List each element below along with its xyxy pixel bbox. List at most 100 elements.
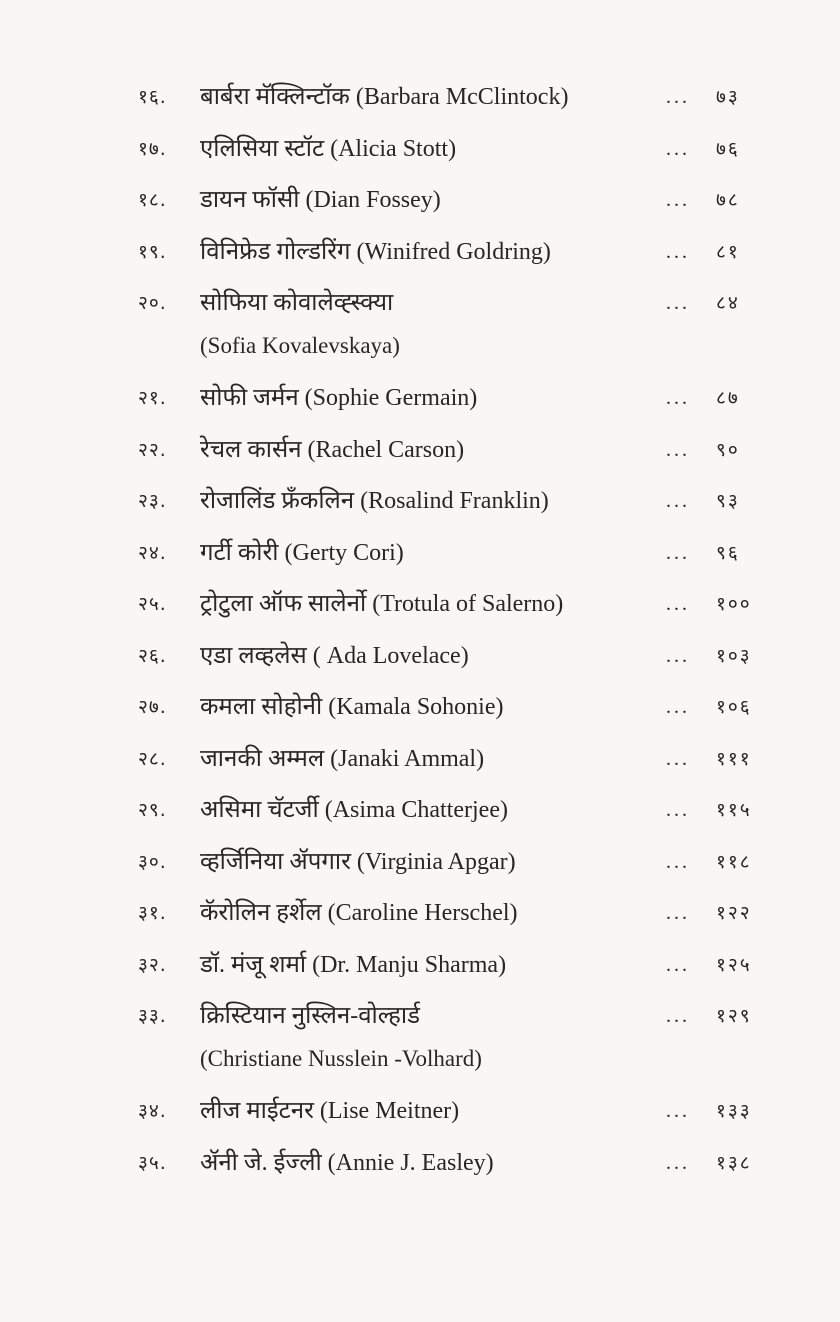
- toc-entry: २७. कमला सोहोनी (Kamala Sohonie) ... १०६: [138, 684, 778, 736]
- entry-number: १६.: [138, 86, 167, 108]
- leader-dots: ...: [666, 953, 690, 976]
- entry-page-number: ९०: [716, 438, 740, 461]
- entry-page-number: ७३: [716, 86, 740, 108]
- entry-title-line: जानकी अम्मल (Janaki Ammal): [200, 745, 485, 772]
- leader-dots: ...: [666, 593, 690, 615]
- entry-title-line: रेचल कार्सन (Rachel Carson): [200, 436, 465, 463]
- entry-title-line: गर्टी कोरी (Gerty Cori): [200, 539, 404, 566]
- entry-title: डायन फॉसी (Dian Fossey): [200, 177, 666, 223]
- toc-entry: १७. एलिसिया स्टॉट (Alicia Stott) ... ७६: [138, 126, 778, 178]
- entry-title-line: सोफिया कोवालेव्ह्स्क्या: [200, 290, 394, 316]
- entry-page-number: ९३: [716, 490, 740, 512]
- leader-dots: ...: [666, 541, 690, 564]
- entry-page-number: १२२: [716, 902, 752, 924]
- entry-title: लीज माईटनर (Lise Meitner): [200, 1088, 666, 1134]
- entry-number: ३५.: [138, 1151, 167, 1174]
- entry-title-line: कमला सोहोनी (Kamala Sohonie): [200, 694, 504, 720]
- toc-entry: २३. रोजालिंड फ्रॅंकलिन (Rosalind Frankli…: [138, 478, 778, 530]
- entry-number: ३३.: [138, 1005, 167, 1027]
- entry-number: ३०.: [138, 850, 167, 873]
- entry-number: २२.: [138, 438, 167, 461]
- toc-entry: २८. जानकी अम्मल (Janaki Ammal) ... १११: [138, 736, 778, 788]
- toc-entry: २६. एडा लव्हलेस ( Ada Lovelace) ... १०३: [138, 633, 778, 685]
- entry-number: १९.: [138, 240, 167, 263]
- entry-number: २६.: [138, 644, 167, 667]
- entry-title-line: बार्बरा मॅक्लिन्टॉक (Barbara McClintock): [200, 84, 569, 110]
- toc-entry: १८. डायन फॉसी (Dian Fossey) ... ७८: [138, 177, 778, 229]
- entry-page-number: १११: [716, 747, 752, 770]
- entry-page-number: १२५: [716, 953, 752, 976]
- entry-title-line: ट्रोटुला ऑफ सालेर्नो (Trotula of Salerno…: [200, 591, 564, 617]
- entry-title-line: असिमा चॅटर्जी (Asima Chatterjee): [200, 797, 508, 823]
- entry-title-line: ॲनी जे. ईज्ली (Annie J. Easley): [200, 1149, 494, 1176]
- leader-dots: ...: [666, 799, 690, 821]
- entry-page-number: १३३: [716, 1100, 752, 1122]
- leader-dots: ...: [666, 1005, 690, 1027]
- leader-dots: ...: [666, 438, 690, 461]
- entry-page-number: ८१: [716, 240, 740, 263]
- toc-entry: २०. सोफिया कोवालेव्ह्स्क्या (Sofia Kovale…: [138, 280, 778, 375]
- leader-dots: ...: [666, 902, 690, 924]
- entry-title-line: व्हर्जिनिया ॲपगार (Virginia Apgar): [200, 848, 516, 875]
- entry-page-number: १०३: [716, 644, 752, 667]
- leader-dots: ...: [666, 387, 690, 409]
- entry-title-english: (Sofia Kovalevskaya): [200, 333, 400, 358]
- entry-title-line: रोजालिंड फ्रॅंकलिन (Rosalind Franklin): [200, 488, 549, 514]
- toc-entry: १६. बार्बरा मॅक्लिन्टॉक (Barbara McClint…: [138, 74, 778, 126]
- entry-title: विनिफ्रेड गोल्डरिंग (Winifred Goldring): [200, 229, 666, 275]
- toc-entry: ३१. कॅरोलिन हर्शेल (Caroline Herschel) .…: [138, 890, 778, 942]
- toc-entry: ३०. व्हर्जिनिया ॲपगार (Virginia Apgar) .…: [138, 839, 778, 891]
- entry-title-line: डायन फॉसी (Dian Fossey): [200, 187, 441, 213]
- toc-entry: ३५. ॲनी जे. ईज्ली (Annie J. Easley) ... …: [138, 1140, 778, 1192]
- leader-dots: ...: [666, 86, 690, 108]
- entry-title-line: सोफी जर्मन (Sophie Germain): [200, 385, 478, 411]
- entry-number: २०.: [138, 292, 167, 314]
- leader-dots: ...: [666, 747, 690, 770]
- leader-dots: ...: [666, 1151, 690, 1174]
- entry-number: ३१.: [138, 902, 167, 924]
- entry-title: रोजालिंड फ्रॅंकलिन (Rosalind Franklin): [200, 478, 666, 524]
- toc-entry: २१. सोफी जर्मन (Sophie Germain) ... ८७: [138, 375, 778, 427]
- entry-title: एलिसिया स्टॉट (Alicia Stott): [200, 126, 666, 172]
- entry-page-number: ७८: [716, 189, 740, 211]
- entry-title-line: लीज माईटनर (Lise Meitner): [200, 1098, 460, 1124]
- leader-dots: ...: [666, 1100, 690, 1122]
- toc-entry: २२. रेचल कार्सन (Rachel Carson) ... ९०: [138, 427, 778, 479]
- entry-number: २९.: [138, 799, 167, 821]
- entry-page-number: १००: [716, 593, 752, 615]
- entry-page-number: १२९: [716, 1005, 752, 1027]
- entry-number: २८.: [138, 747, 167, 770]
- leader-dots: ...: [666, 696, 690, 718]
- entry-number: १८.: [138, 189, 167, 211]
- toc-entry: ३४. लीज माईटनर (Lise Meitner) ... १३३: [138, 1088, 778, 1140]
- leader-dots: ...: [666, 490, 690, 512]
- entry-title: बार्बरा मॅक्लिन्टॉक (Barbara McClintock): [200, 74, 666, 120]
- entry-page-number: ११५: [716, 799, 752, 821]
- entry-title-line: क्रिस्टियान नुस्लिन-वोल्हार्ड: [200, 1003, 420, 1029]
- entry-title: क्रिस्टियान नुस्लिन-वोल्हार्ड (Christiane…: [200, 993, 666, 1079]
- entry-page-number: ८४: [716, 292, 740, 314]
- leader-dots: ...: [666, 850, 690, 873]
- entry-title-line: विनिफ्रेड गोल्डरिंग (Winifred Goldring): [200, 238, 551, 265]
- leader-dots: ...: [666, 189, 690, 211]
- entry-title-line: डॉ. मंजू शर्मा (Dr. Manju Sharma): [200, 951, 507, 978]
- entry-title-english: (Christiane Nusslein -Volhard): [200, 1046, 482, 1071]
- table-of-contents: १६. बार्बरा मॅक्लिन्टॉक (Barbara McClint…: [138, 74, 778, 1191]
- entry-number: २१.: [138, 387, 167, 409]
- entry-title: जानकी अम्मल (Janaki Ammal): [200, 736, 666, 782]
- entry-number: २५.: [138, 593, 167, 615]
- entry-number: १७.: [138, 137, 167, 160]
- toc-entry: २४. गर्टी कोरी (Gerty Cori) ... ९६: [138, 530, 778, 582]
- entry-page-number: १३८: [716, 1151, 752, 1174]
- entry-number: २४.: [138, 541, 167, 564]
- entry-title: व्हर्जिनिया ॲपगार (Virginia Apgar): [200, 839, 666, 885]
- toc-entry: २९. असिमा चॅटर्जी (Asima Chatterjee) ...…: [138, 787, 778, 839]
- entry-title-line: एलिसिया स्टॉट (Alicia Stott): [200, 135, 457, 162]
- entry-page-number: ८७: [716, 387, 740, 409]
- entry-title-line: कॅरोलिन हर्शेल (Caroline Herschel): [200, 900, 518, 926]
- entry-title: सोफिया कोवालेव्ह्स्क्या (Sofia Kovalevska…: [200, 280, 666, 366]
- entry-number: ३४.: [138, 1100, 167, 1122]
- entry-title: कॅरोलिन हर्शेल (Caroline Herschel): [200, 890, 666, 936]
- leader-dots: ...: [666, 137, 690, 160]
- entry-title: ॲनी जे. ईज्ली (Annie J. Easley): [200, 1140, 666, 1186]
